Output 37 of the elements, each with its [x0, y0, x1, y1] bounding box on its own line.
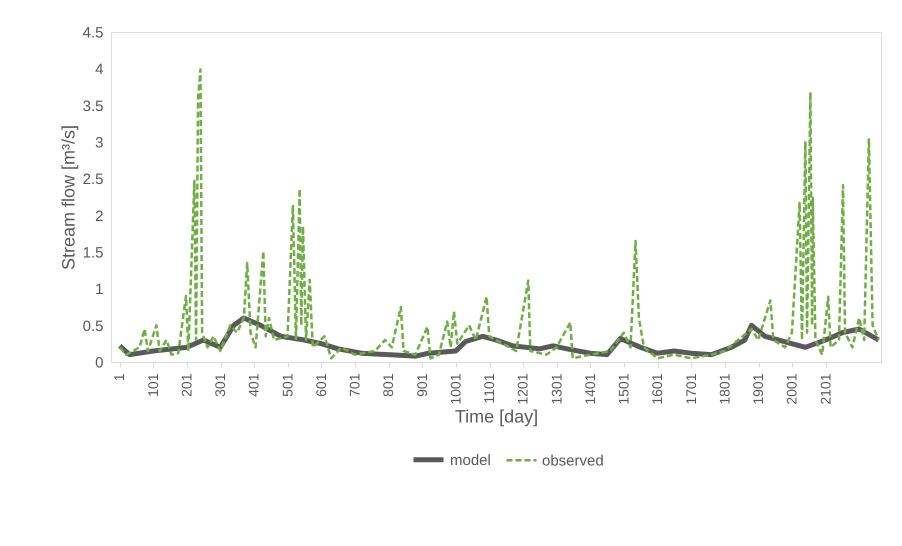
x-tick-label: 1301 — [548, 373, 564, 405]
y-axis-title: Stream flow [m³/s] — [58, 124, 79, 270]
y-tick-label: 2 — [95, 208, 104, 225]
y-tick-label: 3.5 — [82, 98, 104, 115]
legend-label: model — [450, 452, 491, 469]
x-tick-label: 901 — [414, 373, 430, 397]
x-tick-label: 2001 — [784, 373, 800, 405]
x-tick-label: 101 — [144, 373, 161, 397]
y-tick-label: 2.5 — [82, 171, 104, 188]
y-tick-label: 0.5 — [82, 318, 104, 335]
y-tick-label: 3 — [95, 134, 104, 152]
y-tick-label: 1 — [95, 281, 104, 298]
x-tick-label: 1901 — [750, 373, 766, 405]
x-tick-label: 201 — [178, 373, 194, 397]
x-tick-label: 1801 — [716, 373, 732, 405]
y-tick-label: 1.5 — [82, 244, 104, 262]
x-tick-label: 301 — [212, 373, 228, 397]
x-tick-label: 701 — [346, 373, 363, 397]
x-tick-label: 2101 — [817, 373, 834, 405]
y-tick-label: 4.5 — [82, 24, 104, 42]
line-series — [118, 68, 880, 360]
y-tick-label: 0 — [95, 354, 104, 372]
x-axis-title: Time [day] — [454, 406, 538, 427]
x-tick-label: 601 — [312, 373, 329, 397]
x-tick-label: 1401 — [582, 373, 598, 405]
x-tick-label: 1701 — [682, 373, 699, 405]
x-tick-label: 1 — [111, 373, 128, 382]
x-tick-label: 1501 — [616, 373, 632, 405]
x-tick-label: 1001 — [447, 373, 464, 405]
x-tick-label: 1601 — [649, 373, 666, 405]
x-tick-label: 1201 — [514, 373, 531, 405]
y-tick-label: 4 — [95, 61, 104, 78]
x-tick-label: 401 — [246, 373, 262, 397]
x-tick-label: 501 — [279, 373, 296, 397]
x-tick-label: 1101 — [481, 373, 498, 404]
x-tick-label: 801 — [380, 373, 396, 397]
legend-label: observed — [542, 452, 604, 470]
